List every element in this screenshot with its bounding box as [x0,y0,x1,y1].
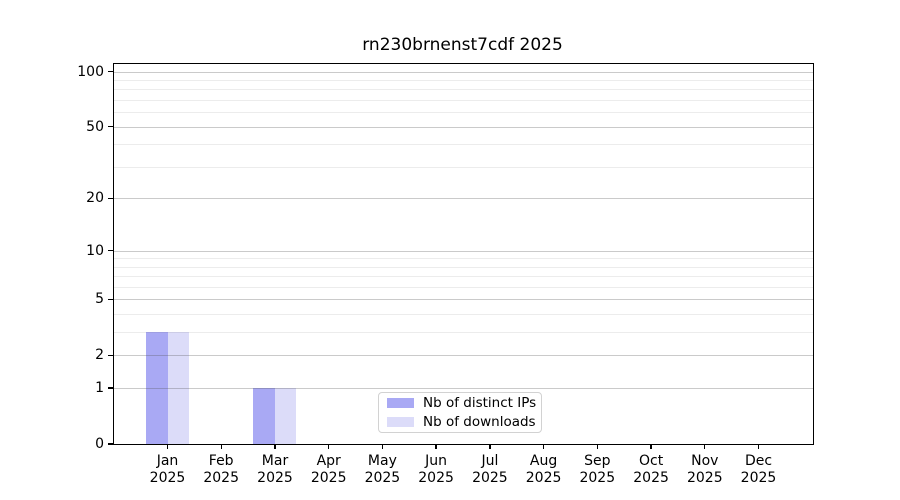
legend-label-distinct-ips: Nb of distinct IPs [423,395,537,411]
x-axis-tick [381,444,384,449]
major-gridline [114,250,813,252]
y-axis-tick [108,197,113,199]
minor-gridline [114,276,813,278]
bar-nb-of-downloads-mar [274,388,297,444]
y-axis-tick-label: 100 [77,63,104,80]
plot-area: 0 1 2 5 10 20 50 100 Jan 2025 Feb 2025 Mar 2025 Apr… [77,63,814,486]
y-axis-tick [108,443,113,445]
legend: Nb of distinct IPs Nb of downloads [378,392,542,433]
x-axis-tick [542,444,545,449]
x-axis-tick-label: Nov 2025 [686,453,723,486]
minor-gridline [114,258,813,260]
y-axis-tick-label: 1 [95,380,104,397]
x-axis-tick [650,444,652,449]
bar-nb-of-downloads-jan [167,332,189,444]
minor-gridline [114,266,813,268]
legend-swatch-distinct-ips [387,398,414,408]
x-axis-tick-label: May 2025 [364,453,401,486]
major-gridline [114,71,813,73]
chart-title: rn230brnenst7cdf 2025 [362,35,563,55]
major-gridline [114,126,813,128]
x-axis-tick [704,444,706,449]
y-axis-tick-label: 0 [95,436,104,452]
x-axis-tick-label: Jun 2025 [418,453,454,486]
minor-gridline [114,166,813,168]
y-axis-tick-label: 10 [86,242,104,259]
x-axis-tick-label: Sep 2025 [579,453,616,486]
minor-gridline [114,314,813,316]
y-axis-tick-label: 2 [95,347,104,364]
y-axis-tick [108,126,113,128]
y-axis-tick [108,298,113,301]
x-axis-tick [166,444,169,449]
minor-gridline [114,144,813,146]
x-axis-tick [435,444,437,449]
y-axis-tick [108,387,113,389]
x-axis-tick-label: Jan 2025 [149,453,186,486]
x-axis-tick [489,444,491,449]
legend-item-distinct-ips: Nb of distinct IPs [387,395,537,411]
bar-nb-of-distinct-ips-mar [253,388,275,444]
x-axis-tick-label: Aug 2025 [525,453,562,486]
x-axis-tick [596,444,598,449]
x-axis-tick-label: Mar 2025 [257,453,293,486]
x-axis-tick [757,444,760,449]
y-axis-tick-label: 5 [95,291,104,308]
minor-gridline [114,100,813,102]
legend-swatch-downloads [387,417,414,427]
x-axis-tick-label: Jul 2025 [472,453,508,486]
major-gridline [114,355,813,357]
y-axis-tick-label: 20 [86,190,104,207]
minor-gridline [114,89,813,91]
legend-item-downloads: Nb of downloads [387,414,536,430]
x-axis-tick [220,444,222,449]
minor-gridline [114,332,813,334]
y-axis-tick [108,354,113,357]
x-axis-tick [328,444,330,449]
minor-gridline [114,287,813,288]
x-axis-tick-label: Feb 2025 [203,453,239,486]
x-axis-tick-label: Oct 2025 [633,453,669,486]
x-axis-tick-label: Dec 2025 [740,453,777,486]
y-axis-tick-label: 50 [86,118,104,135]
bar-nb-of-distinct-ips-jan [146,332,168,444]
major-gridline [114,198,813,200]
minor-gridline [114,80,813,81]
x-axis-tick [274,444,276,449]
x-axis-tick-label: Apr 2025 [310,453,347,486]
y-axis-tick [108,249,113,252]
y-axis-tick [108,70,113,73]
legend-label-downloads: Nb of downloads [423,414,536,430]
major-gridline [114,388,813,390]
major-gridline [114,299,813,301]
minor-gridline [114,112,813,114]
